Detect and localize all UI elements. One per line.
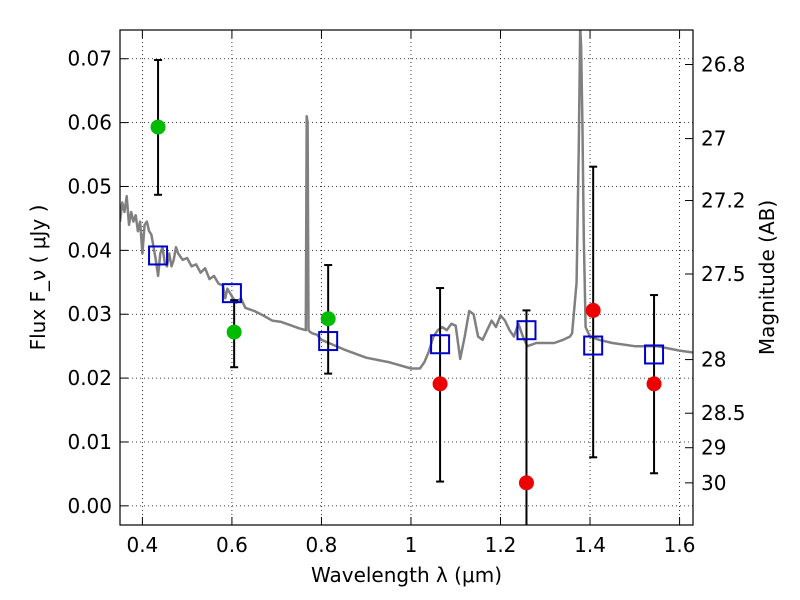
model-flux-square	[583, 335, 604, 356]
x-axis-label: Wavelength λ (μm)	[311, 563, 502, 587]
data-point	[646, 376, 662, 392]
data-point	[150, 119, 166, 135]
model-spectrum-line	[120, 30, 693, 370]
y-tick-label: 0.01	[67, 430, 112, 454]
x-tick-label: 1.6	[664, 533, 696, 557]
y-tick-label: 0.07	[67, 47, 112, 71]
x-tick-label: 0.8	[306, 533, 338, 557]
model-flux-square	[430, 334, 451, 355]
y-axis-right-label: Magnitude (AB)	[755, 200, 779, 355]
data-point	[585, 302, 601, 318]
y-tick-label: 0.05	[67, 174, 112, 198]
data-point	[226, 324, 242, 340]
model-flux-square	[148, 245, 169, 266]
right-tick-label: 27.5	[701, 262, 746, 286]
right-tick-label: 27.2	[701, 189, 746, 213]
right-tick-label: 27	[701, 127, 726, 151]
x-tick-label: 0.6	[216, 533, 248, 557]
data-point	[320, 311, 336, 327]
x-tick-label: 1.2	[485, 533, 517, 557]
data-point	[432, 376, 448, 392]
grid	[120, 30, 693, 525]
y-tick-label: 0.06	[67, 111, 112, 135]
x-tick-label: 1.4	[574, 533, 606, 557]
right-tick-label: 26.8	[701, 52, 746, 76]
model-flux-square	[221, 283, 242, 304]
right-tick-label: 29	[701, 436, 726, 460]
model-flux-square	[516, 320, 537, 341]
right-tick-label: 28	[701, 348, 726, 372]
y-tick-label: 0.00	[67, 494, 112, 518]
model-flux-square	[644, 344, 665, 365]
y-tick-label: 0.03	[67, 302, 112, 326]
plot-area	[120, 30, 693, 525]
y-axis-label: Flux F_ν ( μJy )	[26, 205, 50, 351]
x-tick-label: 0.4	[126, 533, 158, 557]
right-tick-label: 28.5	[701, 401, 746, 425]
axis-ticks: 0.4 0.6 0.8 1 1.2 1.4 1.6 0.00 0.01 0.02 0.03 0.04 0…	[67, 30, 746, 557]
model-flux-square	[318, 331, 339, 352]
x-tick-label: 1	[405, 533, 418, 557]
y-tick-label: 0.02	[67, 366, 112, 390]
y-tick-label: 0.04	[67, 238, 112, 262]
right-tick-label: 30	[701, 471, 726, 495]
axes-frame	[119, 29, 694, 526]
data-point	[518, 475, 534, 491]
